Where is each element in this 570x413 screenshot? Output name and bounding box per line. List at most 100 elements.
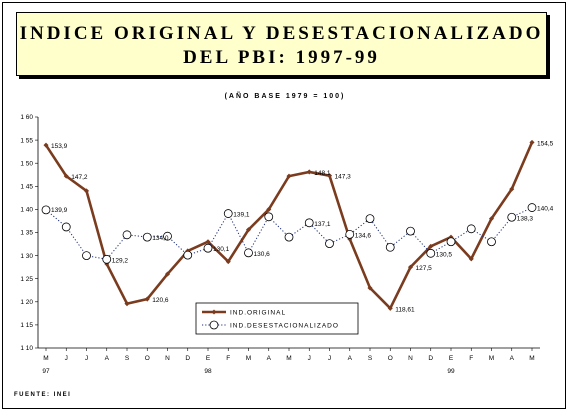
x-tick-label: M bbox=[286, 355, 291, 362]
original-point-marker bbox=[124, 301, 130, 307]
axes: 1 10 1 15 1 20 1 25 1 30 1 35 1 40 1 45 1 50 1 55… bbox=[20, 114, 540, 375]
original-point-marker bbox=[367, 285, 373, 291]
x-tick-label: M bbox=[529, 355, 534, 362]
data-label: 130,1 bbox=[213, 246, 230, 253]
y-tick-label: 1 15 bbox=[20, 322, 33, 329]
deseasonalized-point-marker bbox=[406, 226, 415, 236]
x-year-label: 98 bbox=[204, 368, 212, 375]
deseasonalized-point-marker bbox=[223, 209, 233, 218]
source-note: FUENTE: INEI bbox=[14, 392, 72, 398]
x-tick-label: J bbox=[85, 355, 88, 362]
data-label: 130,6 bbox=[254, 251, 271, 258]
deseasonalized-point-marker bbox=[203, 243, 213, 253]
data-label: 140,4 bbox=[537, 206, 554, 213]
legend: IND.ORIGINAL IND.DESESTACIONALIZADO bbox=[195, 302, 359, 335]
data-label: 137,1 bbox=[314, 221, 331, 228]
deseasonalized-point-marker bbox=[264, 212, 274, 222]
y-tick-label: 1 60 bbox=[20, 114, 33, 121]
data-label: 154,5 bbox=[537, 140, 554, 147]
x-tick-label: M bbox=[489, 355, 494, 362]
original-point-marker bbox=[407, 264, 414, 270]
deseasonalized-point-marker bbox=[244, 248, 253, 258]
deseasonalized-point-marker bbox=[507, 212, 517, 222]
original-point-marker bbox=[468, 256, 474, 262]
original-point-marker bbox=[205, 239, 211, 245]
x-tick-label: A bbox=[267, 355, 272, 362]
deseasonalized-point-marker bbox=[82, 251, 91, 261]
original-point-marker bbox=[245, 227, 252, 233]
deseasonalized-point-marker bbox=[183, 250, 193, 260]
x-tick-label: N bbox=[408, 355, 413, 362]
data-label: 139,9 bbox=[51, 207, 68, 214]
x-tick-label: E bbox=[206, 355, 211, 362]
x-tick-label: A bbox=[510, 355, 515, 362]
deseasonalized-point-marker bbox=[345, 229, 355, 239]
x-year-label: 99 bbox=[447, 368, 455, 375]
y-tick-label: 1 20 bbox=[20, 299, 33, 306]
x-tick-label: J bbox=[308, 355, 311, 362]
x-tick-label: M bbox=[43, 355, 48, 362]
legend-label-original: IND.ORIGINAL bbox=[230, 310, 286, 317]
data-label: 127,5 bbox=[416, 265, 433, 272]
y-tick-label: 1 25 bbox=[20, 276, 33, 283]
deseasonalized-point-marker bbox=[122, 230, 132, 240]
deseasonalized-point-marker bbox=[284, 232, 294, 242]
x-tick-label: N bbox=[165, 355, 170, 362]
x-tick-label: F bbox=[226, 355, 230, 362]
x-tick-label: J bbox=[65, 355, 68, 362]
legend-marker-original bbox=[211, 309, 217, 315]
deseasonalized-point-marker bbox=[163, 231, 172, 241]
original-point-marker bbox=[63, 173, 69, 179]
data-label: 148,1 bbox=[314, 170, 331, 177]
data-label: 118,61 bbox=[395, 306, 415, 313]
deseasonalized-point-marker bbox=[487, 237, 496, 247]
x-year-label: 97 bbox=[42, 368, 50, 375]
deseasonalized-point-marker bbox=[102, 254, 112, 264]
deseasonalized-point-marker bbox=[304, 218, 314, 228]
data-label: 130,5 bbox=[436, 251, 453, 258]
deseasonalized-point-marker bbox=[41, 205, 51, 215]
x-tick-label: S bbox=[125, 355, 130, 362]
chart-title-line-1: INDICE ORIGINAL Y DESESTACIONALIZADO bbox=[19, 23, 544, 44]
original-point-marker bbox=[488, 216, 495, 222]
x-tick-label: E bbox=[449, 355, 454, 362]
x-tick-label: D bbox=[428, 355, 433, 362]
x-tick-label: O bbox=[388, 355, 393, 362]
original-point-marker bbox=[387, 305, 393, 311]
chart-title-line-2: DEL PBI: 1997-99 bbox=[183, 47, 380, 68]
deseasonalized-point-marker bbox=[61, 222, 71, 232]
data-label: 153,9 bbox=[51, 143, 68, 150]
x-tick-label: A bbox=[348, 355, 353, 362]
original-point-marker bbox=[83, 188, 90, 194]
x-tick-label: D bbox=[185, 355, 190, 362]
original-point-marker bbox=[144, 296, 150, 302]
y-tick-label: 1 10 bbox=[20, 345, 33, 352]
series-markers bbox=[41, 139, 537, 311]
deseasonalized-point-marker bbox=[325, 239, 334, 248]
data-label: 147,3 bbox=[335, 174, 352, 181]
x-tick-label: A bbox=[105, 355, 110, 362]
legend-marker-deseasonalized bbox=[209, 320, 219, 330]
y-tick-label: 1 55 bbox=[20, 137, 33, 144]
data-label: 120,6 bbox=[152, 297, 169, 304]
original-point-marker bbox=[326, 173, 333, 179]
original-point-marker bbox=[428, 243, 434, 249]
original-point-marker bbox=[286, 173, 292, 179]
original-point-marker bbox=[306, 169, 312, 175]
original-point-marker bbox=[225, 259, 231, 265]
data-label: 129,2 bbox=[112, 257, 129, 264]
legend-label-deseasonalized: IND.DESESTACIONALIZADO bbox=[230, 323, 339, 330]
x-tick-label: O bbox=[145, 355, 150, 362]
x-tick-label: S bbox=[368, 355, 373, 362]
deseasonalized-point-marker bbox=[466, 224, 476, 234]
data-label: 134,0 bbox=[152, 235, 169, 242]
series-lines bbox=[44, 141, 534, 311]
x-tick-label: F bbox=[469, 355, 473, 362]
legend-box bbox=[195, 302, 359, 335]
y-tick-label: 1 45 bbox=[20, 184, 33, 191]
y-tick-label: 1 50 bbox=[20, 160, 33, 167]
deseasonalized-point-marker bbox=[446, 237, 456, 247]
data-label: 134,6 bbox=[355, 232, 372, 239]
deseasonalized-point-marker bbox=[365, 214, 375, 224]
